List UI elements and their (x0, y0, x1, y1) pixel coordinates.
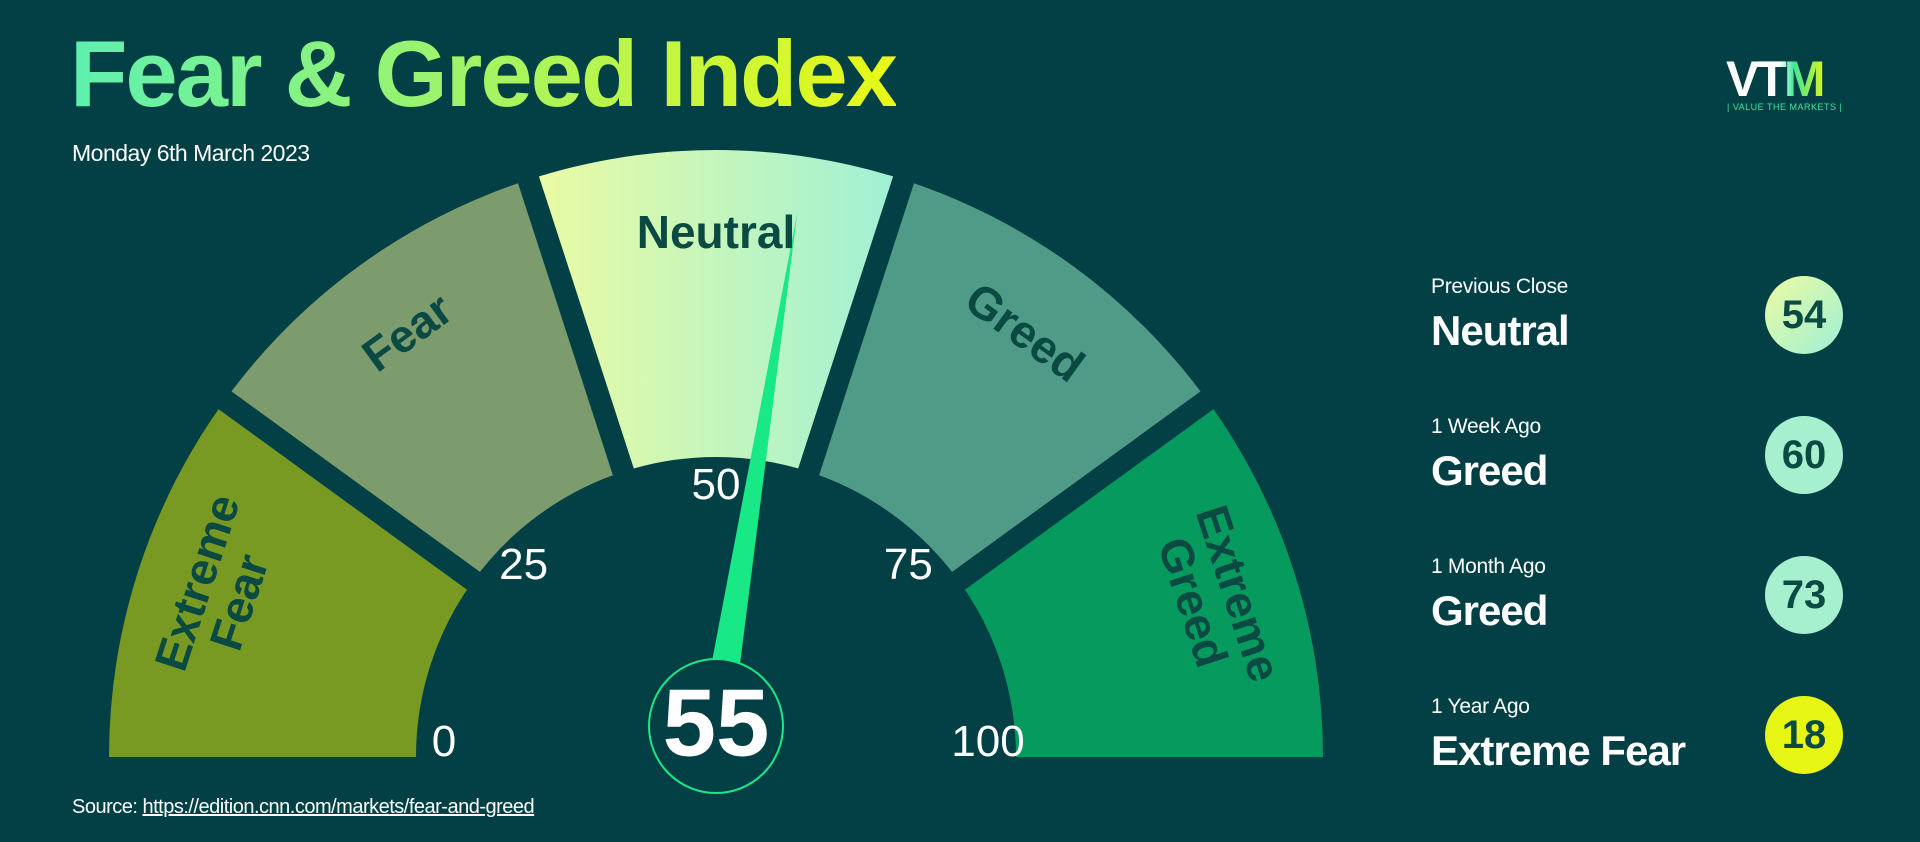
source: Source: https://edition.cnn.com/markets/… (72, 796, 535, 819)
band-separator (792, 157, 921, 495)
history-label: 1 Year Ago (1431, 695, 1530, 718)
logo: VTM (1726, 51, 1826, 107)
source-link[interactable]: https://edition.cnn.com/markets/fear-and… (142, 796, 535, 818)
history-badge: 18 (1765, 696, 1843, 774)
band-label: Neutral (636, 206, 796, 258)
needle (700, 212, 798, 729)
gauge-band (109, 400, 474, 757)
history-badge: 54 (1765, 276, 1843, 354)
logo-tagline: | VALUE THE MARKETS | (1727, 102, 1843, 112)
tick-label: 100 (951, 717, 1025, 766)
gauge-band (958, 400, 1323, 757)
tick-label: 50 (691, 460, 741, 509)
source-label: Source: (72, 796, 138, 818)
band-separator (511, 157, 640, 495)
tick-label: 0 (431, 717, 457, 766)
history-rating: Greed (1431, 587, 1548, 634)
tick-label: 75 (883, 539, 933, 589)
history-label: 1 Week Ago (1431, 415, 1541, 438)
history-badge: 60 (1765, 416, 1843, 494)
band-separator (936, 379, 1230, 602)
gauge-band (808, 179, 1208, 581)
history-rating: Extreme Fear (1431, 727, 1686, 774)
band-separator (202, 379, 496, 602)
tick-label: 25 (499, 539, 549, 589)
history-badge: 73 (1765, 556, 1843, 634)
title: Fear & Greed Index (70, 21, 898, 126)
gauge-band (224, 179, 624, 581)
history-label: Previous Close (1431, 275, 1569, 298)
history-rating: Neutral (1431, 307, 1570, 354)
history-label: 1 Month Ago (1431, 555, 1546, 578)
value-circle (648, 658, 784, 794)
history-rating: Greed (1431, 447, 1548, 494)
date: Monday 6th March 2023 (72, 140, 310, 166)
gauge-band (528, 150, 904, 472)
gauge-value: 55 (663, 669, 770, 776)
